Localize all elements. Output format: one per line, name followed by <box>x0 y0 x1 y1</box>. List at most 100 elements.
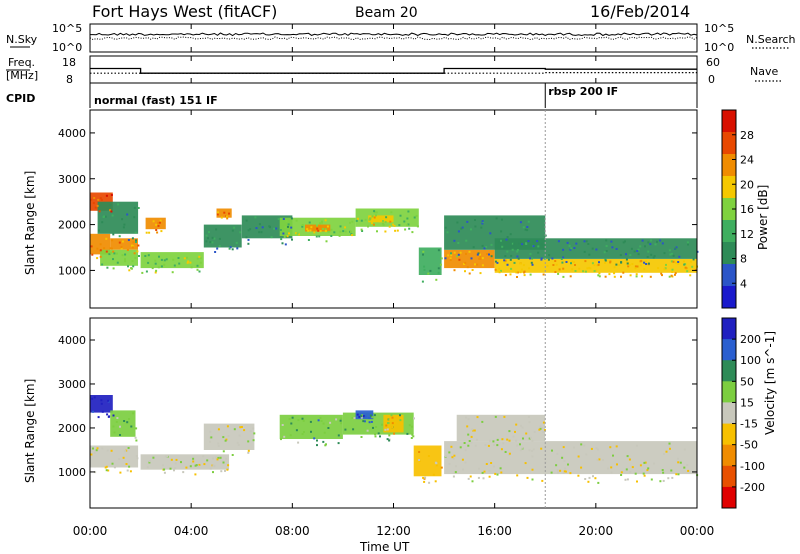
velocity-speckle <box>485 463 488 465</box>
velocity-speckle <box>358 415 361 418</box>
power-speckle <box>554 260 557 262</box>
power-speckle <box>589 267 592 270</box>
velocity-speckle <box>91 397 94 400</box>
power-speckle <box>427 272 430 275</box>
power-speckle <box>255 227 258 230</box>
power-speckle <box>629 254 632 257</box>
velocity-speckle <box>116 417 119 419</box>
velocity-speckle <box>92 447 94 450</box>
velocity-speckle <box>170 458 173 461</box>
power-speckle <box>653 255 656 258</box>
power-speckle <box>369 217 372 220</box>
power-speckle <box>610 240 613 243</box>
velocity-speckle <box>528 421 531 424</box>
power-speckle <box>301 224 304 226</box>
velocity-colorbar-tick: -15 <box>740 418 758 431</box>
power-speckle <box>687 243 689 246</box>
velocity-colorbar-segment <box>722 402 736 424</box>
power-speckle <box>324 219 327 222</box>
power-speckle <box>415 214 418 217</box>
velocity-speckle <box>148 461 151 464</box>
power-speckle <box>531 263 534 266</box>
velocity-speckle <box>393 432 396 435</box>
power-speckle <box>342 230 345 233</box>
velocity-colorbar-segment <box>722 444 736 467</box>
power-speckle <box>171 271 174 274</box>
power-speckle <box>496 261 499 264</box>
velocity-speckle <box>597 448 599 451</box>
power-speckle <box>622 271 625 274</box>
power-speckle <box>661 242 664 245</box>
power-speckle <box>105 194 108 197</box>
velocity-speckle <box>683 448 686 451</box>
power-speckle <box>199 257 202 260</box>
velocity-speckle <box>489 439 492 442</box>
power-speckle <box>92 202 95 205</box>
power-speckle <box>674 273 676 276</box>
power-speckle <box>279 229 282 231</box>
power-speckle <box>111 214 114 217</box>
velocity-ytick-label: 3000 <box>58 378 86 391</box>
power-speckle <box>384 221 387 223</box>
velocity-speckle <box>227 464 230 467</box>
velocity-speckle <box>563 460 566 462</box>
velocity-speckle <box>399 414 401 417</box>
velocity-speckle <box>516 474 519 477</box>
velocity-speckle <box>130 425 133 428</box>
power-speckle <box>236 247 239 250</box>
power-speckle <box>226 217 229 220</box>
power-speckle <box>526 226 529 228</box>
power-speckle <box>670 274 673 277</box>
velocity-region-10 <box>444 441 697 475</box>
power-speckle <box>124 260 127 263</box>
velocity-speckle <box>319 417 322 419</box>
power-speckle <box>393 224 396 227</box>
power-speckle <box>439 263 442 266</box>
power-speckle <box>261 226 264 229</box>
velocity-speckle <box>467 433 470 436</box>
power-speckle <box>160 265 163 268</box>
power-speckle <box>481 264 484 267</box>
velocity-speckle <box>224 439 227 442</box>
date-label: 16/Feb/2014 <box>590 2 690 21</box>
power-region-3 <box>100 249 138 266</box>
power-speckle <box>228 212 230 215</box>
power-speckle <box>93 197 96 199</box>
power-speckle <box>151 267 154 270</box>
power-speckle <box>605 250 608 252</box>
velocity-speckle <box>146 466 149 469</box>
velocity-speckle <box>301 417 304 420</box>
velocity-speckle <box>634 472 637 475</box>
velocity-speckle <box>564 470 567 473</box>
velocity-speckle <box>110 449 113 452</box>
power-ytick-label: 3000 <box>58 173 86 186</box>
power-speckle <box>605 239 608 242</box>
power-speckle <box>333 231 336 234</box>
power-speckle <box>636 265 639 268</box>
power-speckle <box>198 255 201 258</box>
velocity-speckle <box>280 438 282 441</box>
velocity-speckle <box>647 467 650 470</box>
power-speckle <box>626 262 629 265</box>
power-speckle <box>453 239 456 242</box>
power-speckle <box>537 251 540 254</box>
velocity-speckle <box>90 453 93 456</box>
velocity-speckle <box>598 458 601 461</box>
power-y-ticks: 1000 2000 3000 4000 <box>58 127 697 277</box>
velocity-speckle <box>291 416 294 419</box>
power-speckle <box>360 228 363 231</box>
power-speckle <box>399 214 402 217</box>
power-speckle <box>570 247 573 250</box>
velocity-speckle <box>639 464 642 467</box>
velocity-speckle <box>408 424 411 427</box>
power-speckle <box>517 257 520 260</box>
velocity-speckle <box>642 472 645 475</box>
velocity-speckle <box>496 438 499 441</box>
power-speckle <box>121 218 124 221</box>
velocity-speckle <box>231 454 234 456</box>
velocity-speckle <box>636 480 638 483</box>
power-speckle <box>516 250 519 253</box>
velocity-speckle <box>488 475 491 478</box>
velocity-speckle <box>559 469 562 472</box>
